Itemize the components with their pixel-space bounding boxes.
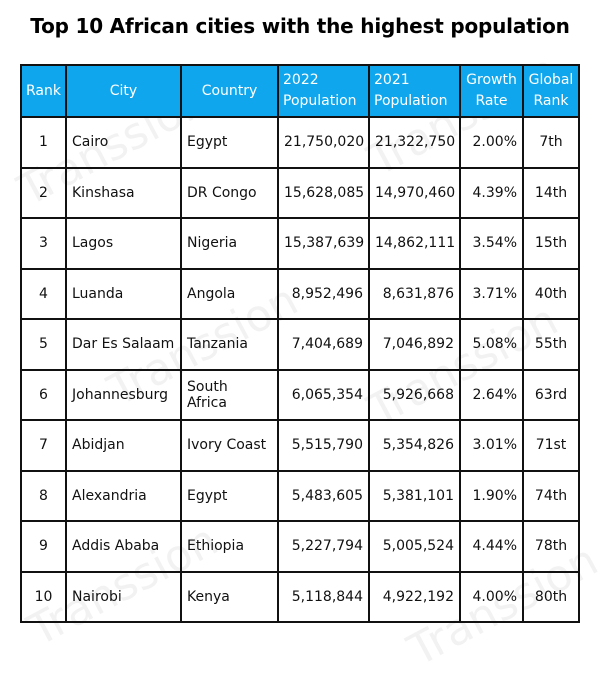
cell-pop-2021: 14,862,111 [368,217,461,270]
cell-rank: 4 [20,267,67,320]
cell-growth-rate: 4.00% [459,570,524,623]
table-row: 10 Nairobi Kenya 5,118,844 4,922,192 4.0… [20,570,580,623]
cell-growth-rate: 1.90% [459,469,524,522]
cell-growth-rate: 3.54% [459,217,524,270]
cell-pop-2022: 21,750,020 [277,116,370,169]
cell-pop-2022: 5,515,790 [277,419,370,472]
cell-country: Angola [180,267,279,320]
cell-growth-rate: 3.01% [459,419,524,472]
cell-pop-2022: 7,404,689 [277,318,370,371]
table-row: 3 Lagos Nigeria 15,387,639 14,862,111 3.… [20,217,580,270]
header-country: Country [180,64,279,118]
cell-pop-2021: 14,970,460 [368,166,461,219]
cell-country: Tanzania [180,318,279,371]
table-row: 9 Addis Ababa Ethiopia 5,227,794 5,005,5… [20,520,580,573]
cell-city: Kinshasa [65,166,182,219]
cell-pop-2021: 8,631,876 [368,267,461,320]
header-global-rank: Global Rank [522,64,580,118]
cell-rank: 2 [20,166,67,219]
cell-rank: 10 [20,570,67,623]
header-2022-population: 2022 Population [277,64,370,118]
cell-country: Kenya [180,570,279,623]
cell-global-rank: 14th [522,166,580,219]
cell-pop-2021: 4,922,192 [368,570,461,623]
header-rank: Rank [20,64,67,118]
cell-rank: 3 [20,217,67,270]
cell-pop-2022: 15,628,085 [277,166,370,219]
cell-country: Nigeria [180,217,279,270]
cell-global-rank: 15th [522,217,580,270]
cell-city: Dar Es Salaam [65,318,182,371]
cell-pop-2022: 15,387,639 [277,217,370,270]
cell-pop-2021: 5,005,524 [368,520,461,573]
cell-pop-2022: 6,065,354 [277,368,370,421]
cell-growth-rate: 2.00% [459,116,524,169]
cell-city: Nairobi [65,570,182,623]
table-row: 5 Dar Es Salaam Tanzania 7,404,689 7,046… [20,318,580,371]
table-row: 4 Luanda Angola 8,952,496 8,631,876 3.71… [20,267,580,320]
page-title: Top 10 African cities with the highest p… [30,14,570,38]
cell-city: Alexandria [65,469,182,522]
table-row: 2 Kinshasa DR Congo 15,628,085 14,970,46… [20,166,580,219]
cell-global-rank: 55th [522,318,580,371]
cell-pop-2022: 5,227,794 [277,520,370,573]
cell-city: Luanda [65,267,182,320]
cell-growth-rate: 4.39% [459,166,524,219]
cell-country: South Africa [180,368,279,421]
cell-growth-rate: 3.71% [459,267,524,320]
cell-city: Addis Ababa [65,520,182,573]
table-row: 6 Johannesburg South Africa 6,065,354 5,… [20,368,580,421]
cell-global-rank: 7th [522,116,580,169]
cell-rank: 8 [20,469,67,522]
header-city: City [65,64,182,118]
population-table: Rank City Country 2022 Population 2021 Pop… [20,64,580,623]
cell-global-rank: 80th [522,570,580,623]
cell-growth-rate: 5.08% [459,318,524,371]
cell-rank: 9 [20,520,67,573]
cell-pop-2021: 5,354,826 [368,419,461,472]
cell-rank: 7 [20,419,67,472]
cell-growth-rate: 2.64% [459,368,524,421]
cell-pop-2022: 5,118,844 [277,570,370,623]
cell-city: Abidjan [65,419,182,472]
cell-pop-2021: 21,322,750 [368,116,461,169]
cell-city: Lagos [65,217,182,270]
header-row: Rank City Country 2022 Population 2021 Pop… [20,64,580,118]
cell-global-rank: 74th [522,469,580,522]
cell-city: Johannesburg [65,368,182,421]
cell-global-rank: 78th [522,520,580,573]
table-row: 7 Abidjan Ivory Coast 5,515,790 5,354,82… [20,419,580,472]
header-2021-population: 2021 Population [368,64,461,118]
cell-pop-2022: 5,483,605 [277,469,370,522]
cell-country: Ivory Coast [180,419,279,472]
cell-growth-rate: 4.44% [459,520,524,573]
cell-pop-2021: 5,381,101 [368,469,461,522]
cell-city: Cairo [65,116,182,169]
cell-pop-2021: 5,926,668 [368,368,461,421]
cell-rank: 6 [20,368,67,421]
cell-country: DR Congo [180,166,279,219]
table-row: 8 Alexandria Egypt 5,483,605 5,381,101 1… [20,469,580,522]
cell-rank: 1 [20,116,67,169]
cell-global-rank: 71st [522,419,580,472]
cell-country: Egypt [180,116,279,169]
cell-global-rank: 40th [522,267,580,320]
cell-country: Egypt [180,469,279,522]
cell-rank: 5 [20,318,67,371]
cell-pop-2021: 7,046,892 [368,318,461,371]
cell-global-rank: 63rd [522,368,580,421]
table-row: 1 Cairo Egypt 21,750,020 21,322,750 2.00… [20,116,580,169]
cell-country: Ethiopia [180,520,279,573]
cell-pop-2022: 8,952,496 [277,267,370,320]
header-growth-rate: Growth Rate [459,64,524,118]
